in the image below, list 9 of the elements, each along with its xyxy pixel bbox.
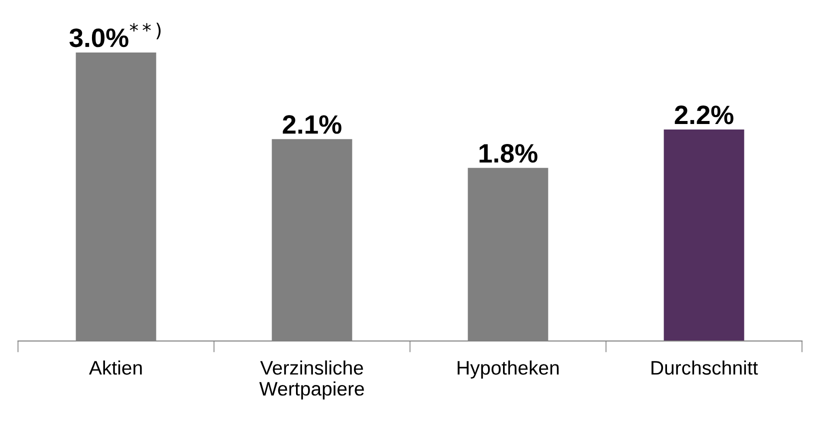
x-tick-label: Hypotheken: [458, 360, 559, 379]
data-label: 3.0%$^{**)}$: [70, 22, 161, 48]
data-label: 2.2%: [674, 106, 734, 124]
x-tick-label: Aktien: [89, 360, 142, 375]
data-label: 2.1%: [282, 115, 342, 134]
x-tick-label: Verzinsliche Wertpapiere: [259, 360, 364, 400]
bar: [664, 129, 744, 341]
x-tick-label: Durchschnitt: [652, 360, 758, 375]
data-label: 1.8%: [480, 144, 538, 163]
